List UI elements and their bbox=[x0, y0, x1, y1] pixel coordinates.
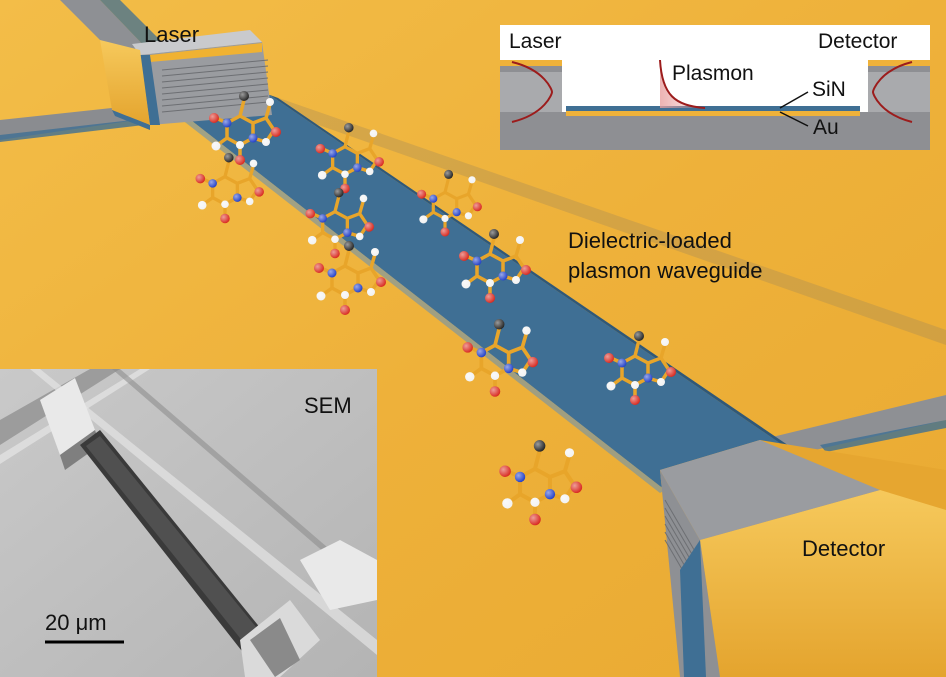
waveguide-label: Dielectric-loaded plasmon waveguide bbox=[568, 226, 762, 286]
waveguide-strip bbox=[178, 95, 790, 490]
molecule bbox=[209, 91, 281, 165]
inset-laser-label: Laser bbox=[509, 30, 562, 53]
molecule bbox=[604, 331, 676, 405]
molecule bbox=[459, 229, 531, 303]
inset-au-label: Au bbox=[813, 116, 839, 139]
laser-label: Laser bbox=[144, 22, 200, 47]
detector-label: Detector bbox=[802, 536, 886, 561]
rail-right bbox=[760, 395, 946, 458]
sem-label: SEM bbox=[304, 393, 352, 418]
scale-bar-label: 20 μm bbox=[45, 610, 107, 635]
inset-plasmon-label: Plasmon bbox=[672, 62, 754, 85]
cross-section-inset bbox=[500, 25, 930, 150]
inset-detector-label: Detector bbox=[818, 30, 898, 53]
molecule bbox=[499, 440, 583, 526]
molecule bbox=[462, 319, 539, 397]
molecule bbox=[315, 122, 384, 194]
inset-sin-label: SiN bbox=[812, 78, 846, 101]
waveguide-label-line2: plasmon waveguide bbox=[568, 258, 763, 283]
molecule bbox=[314, 241, 386, 315]
molecule bbox=[417, 169, 482, 237]
detector-block bbox=[660, 440, 946, 677]
waveguide-label-line1: Dielectric-loaded bbox=[568, 228, 732, 253]
molecules-layer bbox=[195, 91, 676, 526]
molecule bbox=[305, 187, 374, 259]
sem-inset bbox=[0, 369, 377, 677]
molecule bbox=[195, 152, 264, 224]
laser-block bbox=[100, 30, 272, 130]
